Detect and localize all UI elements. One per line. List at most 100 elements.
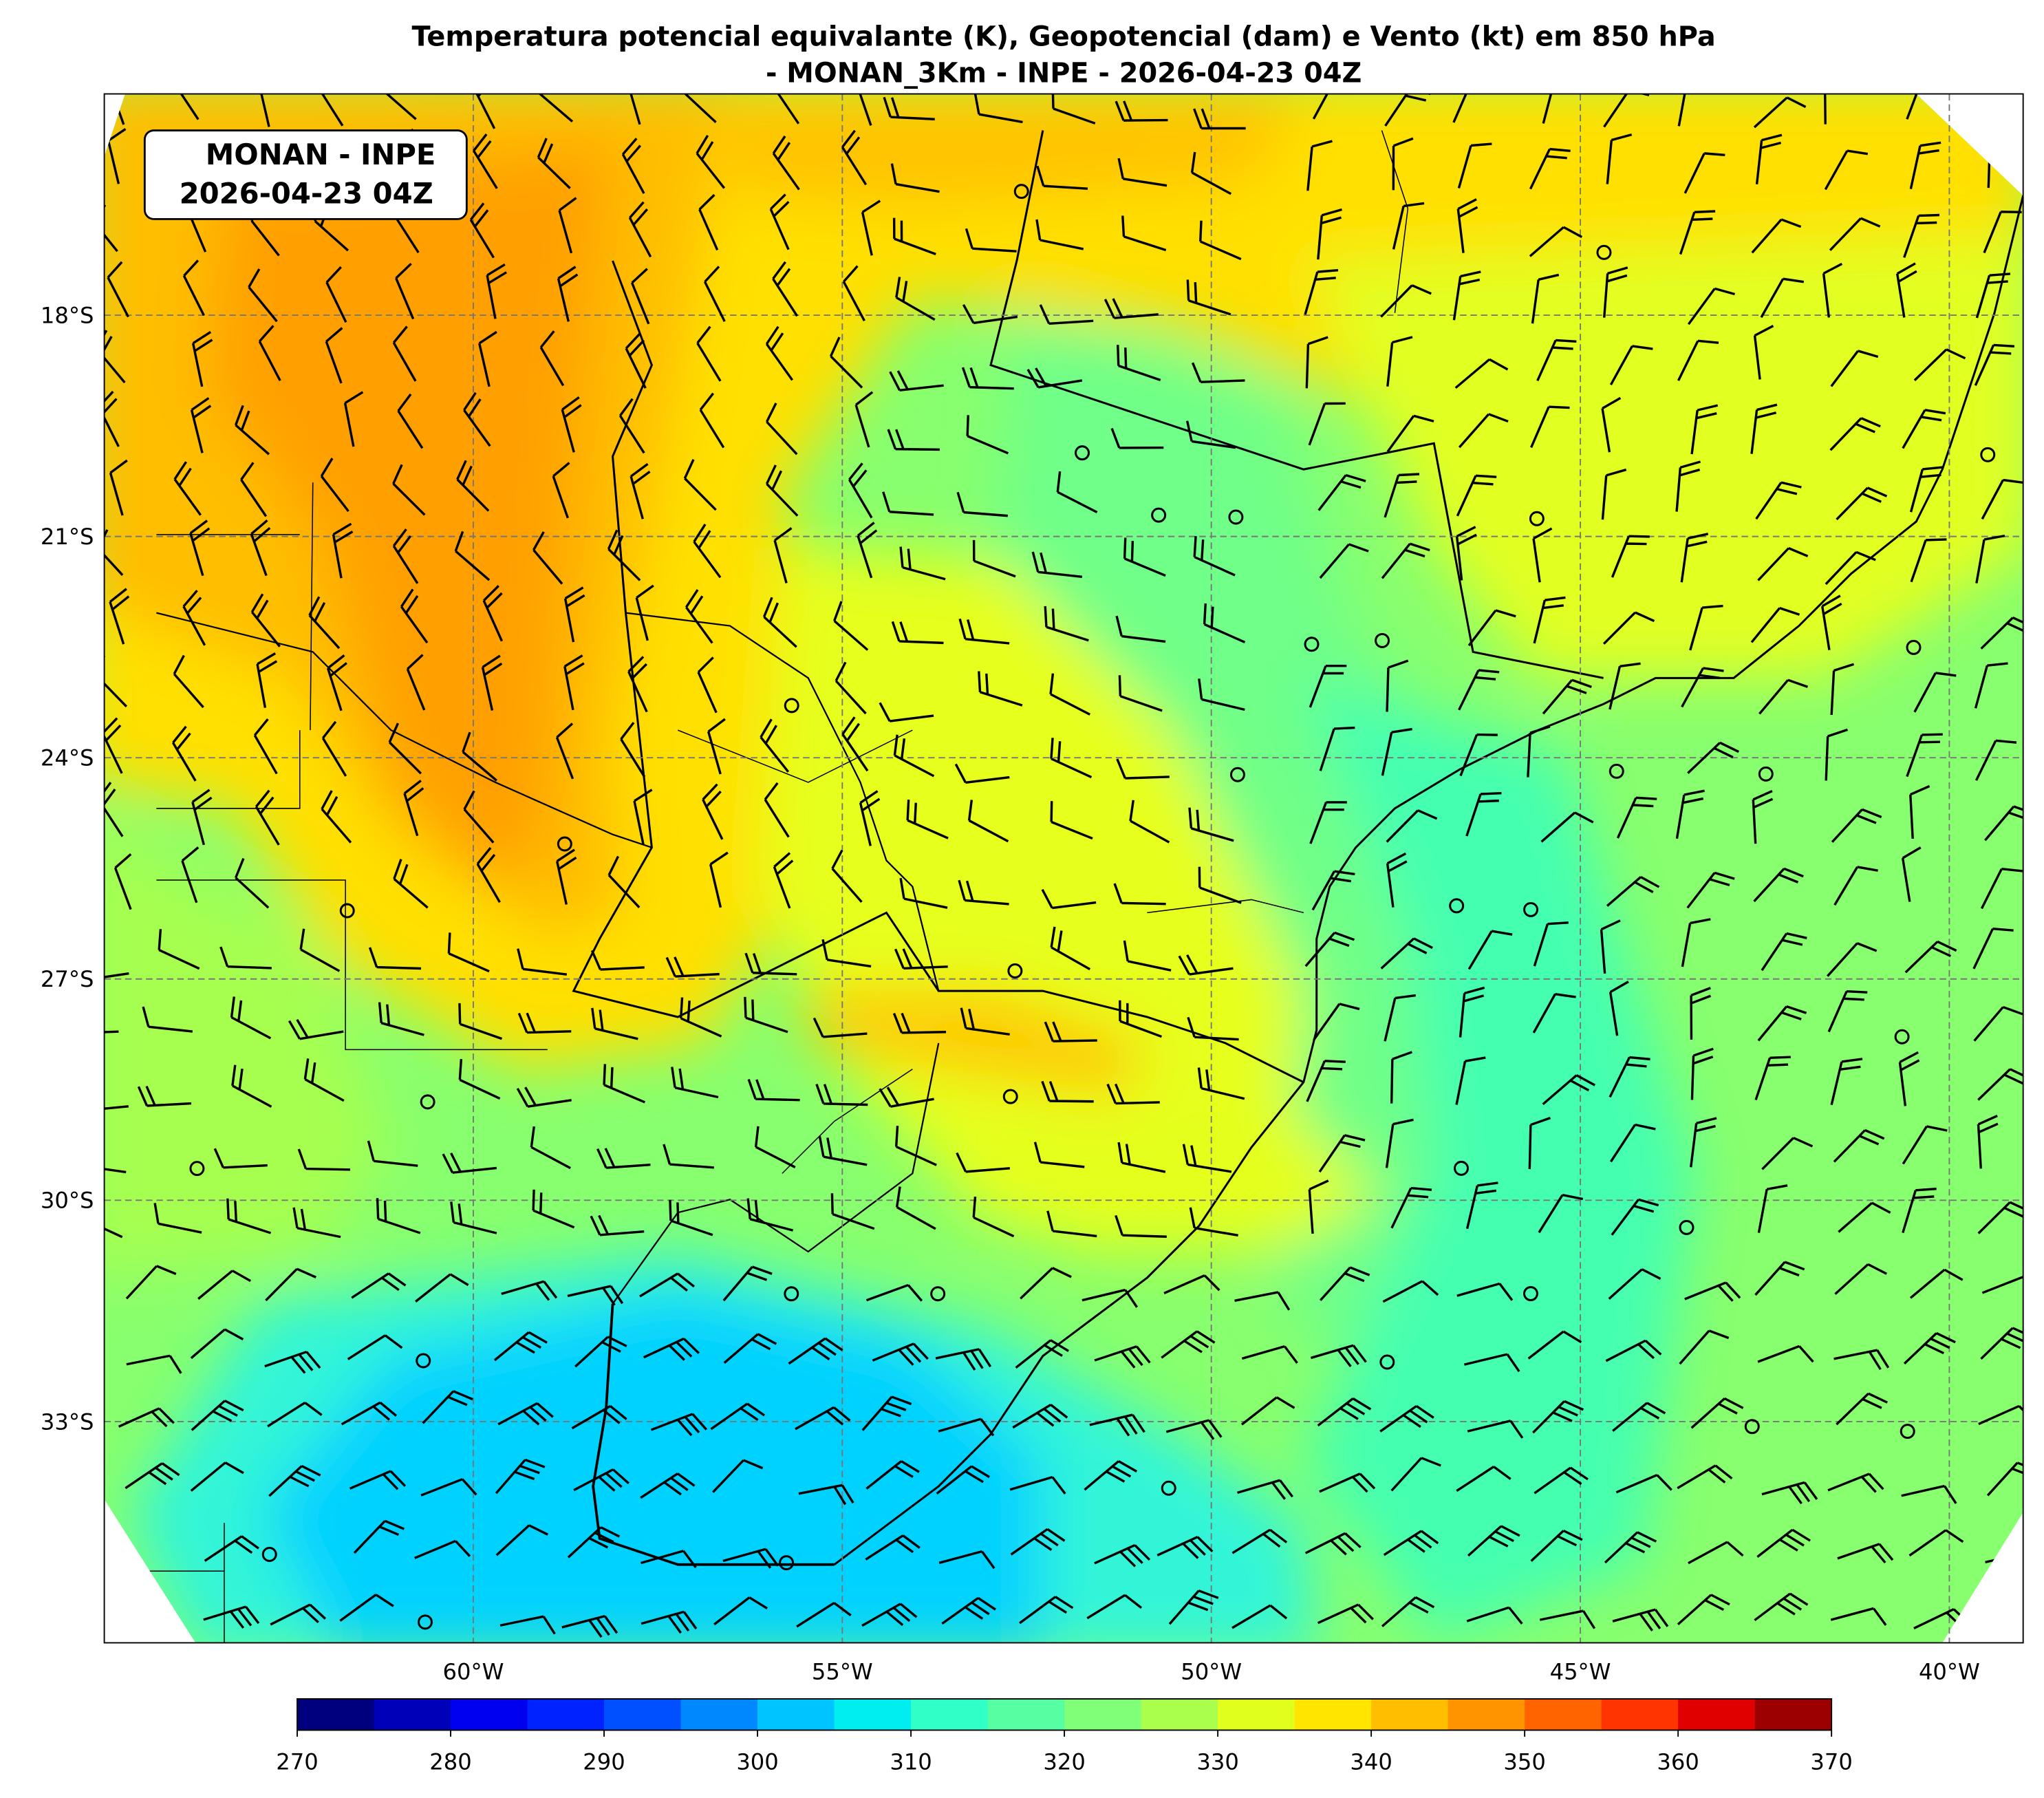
wind-barb	[1689, 604, 1723, 651]
wind-barb	[1527, 1330, 1582, 1360]
wind-barb	[861, 200, 881, 256]
wind-barb	[1094, 1345, 1151, 1369]
wind-barb	[400, 588, 429, 644]
wind-barb	[182, 259, 205, 317]
wind-barb	[1683, 152, 1725, 194]
wind-barb	[892, 1012, 947, 1034]
calm-wind	[1013, 184, 1029, 200]
wind-barb	[1910, 538, 1947, 583]
wind-barb	[663, 1144, 714, 1169]
wind-barb	[270, 1603, 327, 1626]
wind-barb	[938, 1417, 995, 1437]
wind-barb	[765, 464, 799, 517]
wind-barb	[1975, 272, 2011, 319]
wind-barb	[1974, 343, 2015, 386]
wind-barb	[1392, 202, 1425, 250]
wind-barb	[1532, 992, 1576, 1034]
wind-barb	[882, 491, 934, 516]
wind-barb	[854, 391, 874, 448]
wind-barb	[1123, 537, 1166, 577]
wind-barb	[1119, 1000, 1163, 1038]
wind-barb	[1115, 615, 1166, 643]
wind-barb	[682, 94, 717, 124]
wind-barb	[1539, 1609, 1596, 1629]
wind-barb	[702, 783, 724, 840]
calm-wind	[1906, 639, 1922, 655]
wind-barb	[1687, 287, 1736, 325]
wind-barb	[1459, 733, 1498, 777]
calm-wind	[1529, 511, 1545, 526]
wind-barb	[1906, 733, 1943, 778]
wind-barb	[679, 997, 722, 1038]
wind-barb	[171, 725, 197, 782]
wind-barb	[603, 1064, 646, 1104]
wind-barb	[1086, 1594, 1143, 1620]
wind-barb	[378, 1002, 424, 1036]
wind-barb	[1821, 595, 1842, 650]
wind-barb	[353, 1519, 405, 1554]
wind-barb	[555, 848, 577, 905]
wind-barb	[1044, 1021, 1097, 1042]
wind-barb	[788, 1337, 843, 1365]
wind-barb	[640, 1473, 696, 1499]
wind-barb	[1113, 883, 1166, 906]
wind-barb	[746, 1198, 794, 1232]
wind-barb	[1033, 1142, 1085, 1168]
wind-barb	[1241, 1345, 1298, 1364]
calm-wind	[261, 1547, 277, 1563]
wind-barb	[107, 128, 127, 184]
wind-barb	[1908, 1529, 1964, 1557]
wind-barb	[422, 1390, 473, 1424]
wind-barb	[482, 585, 504, 642]
wind-barb	[1186, 279, 1231, 316]
wind-barb	[1612, 1402, 1666, 1432]
wind-barb	[628, 201, 652, 258]
wind-barb	[747, 1078, 800, 1102]
wind-barb	[1039, 304, 1094, 325]
calm-wind	[1758, 766, 1774, 782]
wind-barb	[1895, 262, 1917, 318]
wind-barb	[1750, 606, 1800, 643]
wind-barb	[1157, 1536, 1214, 1559]
field	[104, 94, 2023, 1643]
wind-barb	[1761, 1481, 1818, 1505]
wind-barb	[773, 852, 794, 909]
calm-wind	[1304, 636, 1320, 652]
wind-barb	[1757, 1184, 1788, 1233]
wind-barb	[1975, 534, 2005, 584]
wind-barb	[1677, 1594, 1730, 1626]
wind-barb	[463, 790, 495, 844]
wind-barb	[1606, 875, 1660, 907]
wind-barb	[798, 1484, 854, 1506]
wind-barb	[639, 1272, 696, 1298]
wind-barb	[1604, 1531, 1657, 1564]
wind-barb	[671, 1067, 719, 1099]
wind-barb	[626, 94, 647, 125]
wind-barb	[1975, 739, 2017, 781]
wind-barb	[1231, 1528, 1288, 1554]
wind-barb	[1755, 133, 1783, 184]
label-box: MONAN - INPE 2026-04-23 04Z	[143, 129, 468, 220]
wind-barb	[1163, 1274, 1220, 1295]
wind-barb	[1384, 994, 1416, 1042]
wind-barb	[833, 601, 869, 651]
wind-barb	[1825, 550, 1876, 586]
wind-barb	[1753, 96, 1807, 129]
wind-barb	[463, 392, 491, 447]
wind-barb	[253, 718, 278, 775]
wind-barb	[829, 336, 863, 389]
wind-barb	[153, 1203, 202, 1234]
wind-barb	[1540, 811, 1594, 843]
wind-barb	[1757, 1005, 1807, 1042]
wind-barb	[1542, 678, 1592, 715]
wind-barb	[879, 702, 934, 723]
colorbar-bin	[1678, 1698, 1756, 1731]
wind-barb	[1529, 147, 1571, 190]
wind-barb	[696, 325, 722, 382]
wind-barb	[297, 1148, 350, 1171]
wind-barb	[388, 723, 422, 775]
wind-barb	[486, 263, 508, 319]
wind-barb	[1317, 1603, 1374, 1625]
wind-barb	[1187, 1016, 1239, 1041]
wind-barb	[473, 94, 496, 129]
